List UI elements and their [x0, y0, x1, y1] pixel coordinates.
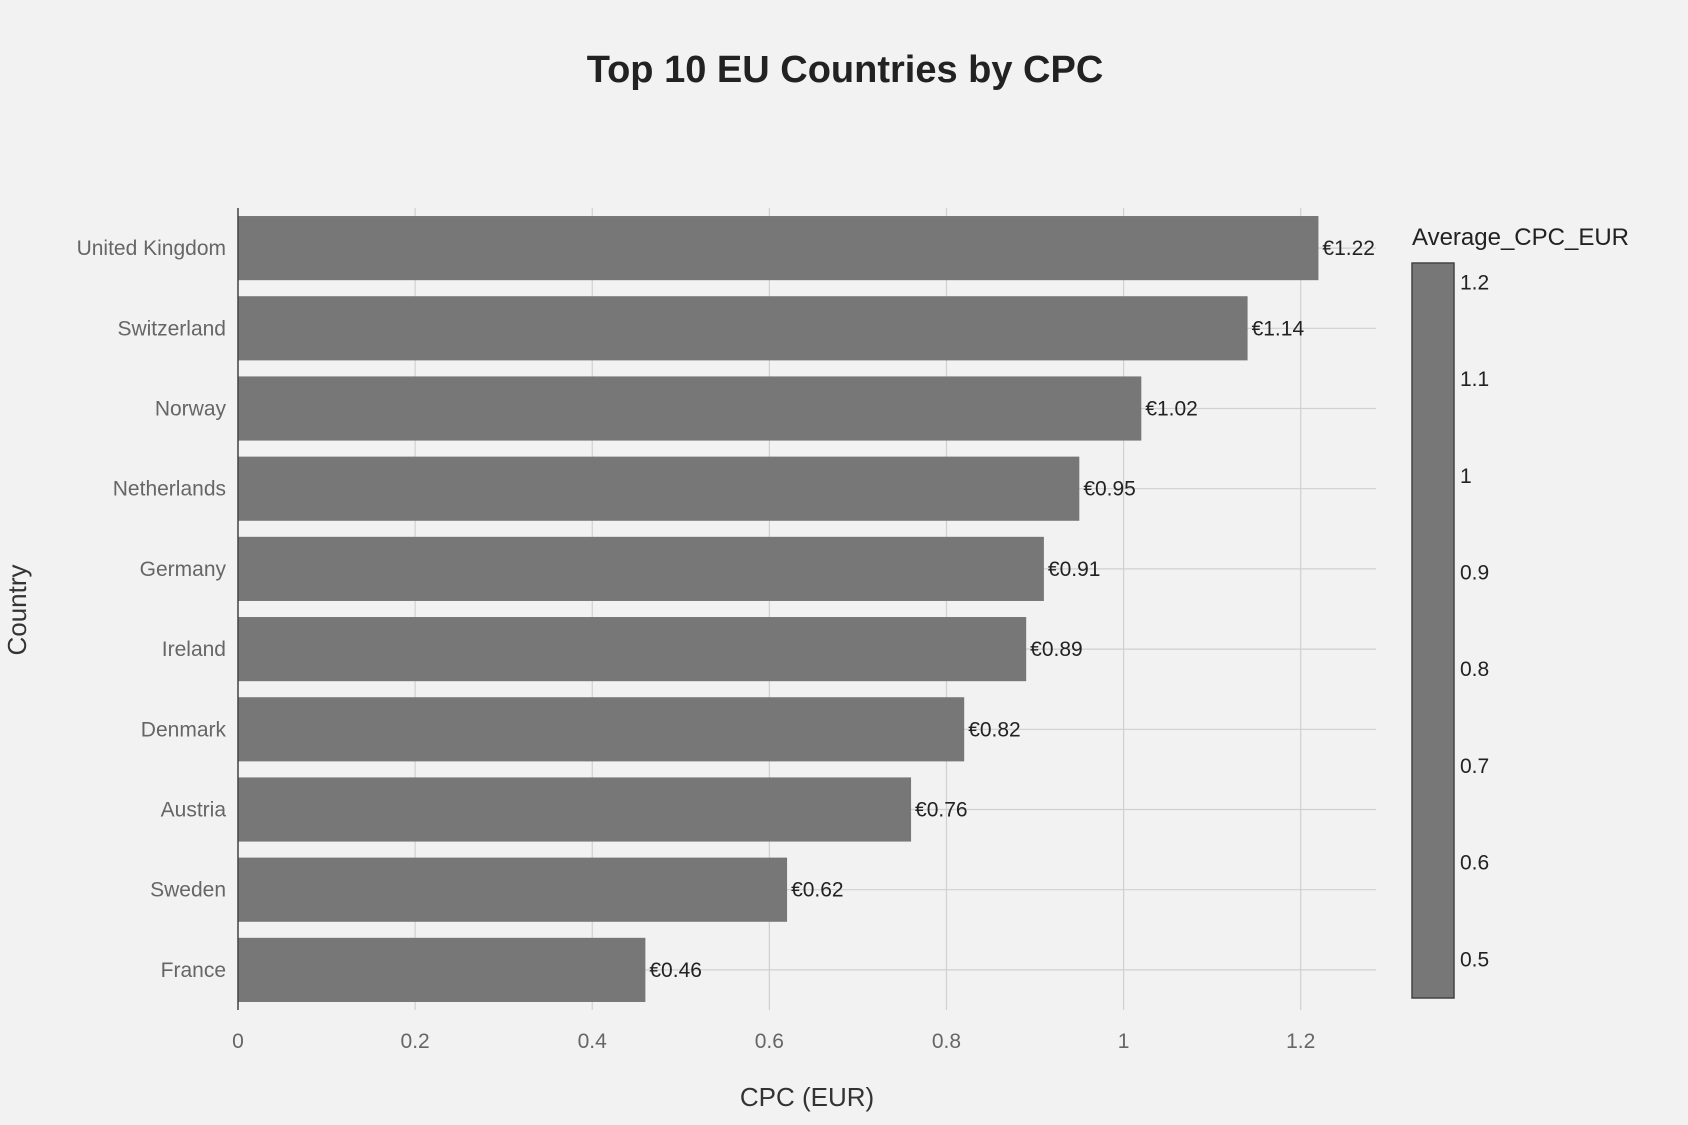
bar-value-label: €0.91 — [1048, 558, 1101, 581]
bar — [238, 617, 1027, 682]
category-label: Norway — [155, 398, 227, 421]
x-tick-labels: 0 0.2 0.4 0.6 0.8 1 1.2 — [232, 1030, 1315, 1053]
bar-value-label: €0.62 — [791, 879, 844, 902]
bar-value-label: €1.22 — [1322, 237, 1375, 260]
category-label: Netherlands — [113, 478, 226, 501]
data-labels: €1.22 €1.14 €1.02 €0.95 €0.91 €0.89 €0.82 €0.76… — [649, 237, 1375, 982]
x-tick-label: 1 — [1118, 1030, 1130, 1053]
colorbar-tick-label: 0.7 — [1460, 755, 1489, 778]
colorbar: Average_CPC_EUR 0.5 0.6 0.7 0.8 0.9 1 1.1 1.2 — [1411, 224, 1629, 999]
colorbar-tick-label: 0.6 — [1460, 852, 1489, 875]
bar-value-label: €0.76 — [915, 799, 968, 822]
chart-title: Top 10 EU Countries by CPC — [587, 49, 1104, 91]
bar — [238, 937, 646, 1002]
colorbar-tick-label: 1 — [1460, 465, 1472, 488]
bar-value-label: €0.46 — [649, 959, 702, 982]
bar — [238, 456, 1080, 521]
x-tick-label: 0 — [232, 1030, 244, 1053]
bar — [238, 216, 1319, 281]
bar-value-label: €0.89 — [1030, 638, 1083, 661]
category-label: United Kingdom — [77, 237, 226, 260]
bar — [238, 777, 912, 842]
colorbar-tick-label: 1.1 — [1460, 368, 1489, 391]
bar-value-label: €1.14 — [1252, 317, 1305, 340]
bars — [238, 216, 1319, 1002]
bar-value-label: €0.82 — [968, 718, 1021, 741]
category-label: Austria — [161, 799, 227, 822]
category-label: Ireland — [162, 638, 226, 661]
colorbar-title: Average_CPC_EUR — [1412, 224, 1629, 251]
category-label: France — [161, 959, 226, 982]
x-axis-title: CPC (EUR) — [740, 1082, 874, 1112]
bar — [238, 697, 965, 762]
category-label: Germany — [140, 558, 227, 581]
x-tick-label: 0.6 — [755, 1030, 784, 1053]
colorbar-gradient — [1411, 262, 1455, 999]
category-label: Denmark — [141, 718, 227, 741]
colorbar-tick-label: 0.8 — [1460, 658, 1489, 681]
bar-value-label: €1.02 — [1145, 398, 1198, 421]
x-tick-label: 1.2 — [1286, 1030, 1315, 1053]
colorbar-tick-label: 0.5 — [1460, 948, 1489, 971]
x-tick-label: 0.8 — [932, 1030, 961, 1053]
colorbar-tick-label: 0.9 — [1460, 561, 1489, 584]
bar-value-label: €0.95 — [1083, 478, 1136, 501]
bar — [238, 376, 1142, 441]
colorbar-ticks: 0.5 0.6 0.7 0.8 0.9 1 1.1 1.2 — [1460, 271, 1489, 971]
colorbar-tick-label: 1.2 — [1460, 271, 1489, 294]
y-axis-title: Country — [2, 564, 32, 655]
bar — [238, 296, 1248, 361]
x-tick-label: 0.4 — [578, 1030, 608, 1053]
category-labels: United Kingdom Switzerland Norway Netherlan… — [77, 237, 227, 982]
x-tick-label: 0.2 — [401, 1030, 430, 1053]
category-label: Switzerland — [117, 317, 226, 340]
bar — [238, 536, 1044, 601]
bar — [238, 857, 788, 922]
category-label: Sweden — [150, 879, 226, 902]
